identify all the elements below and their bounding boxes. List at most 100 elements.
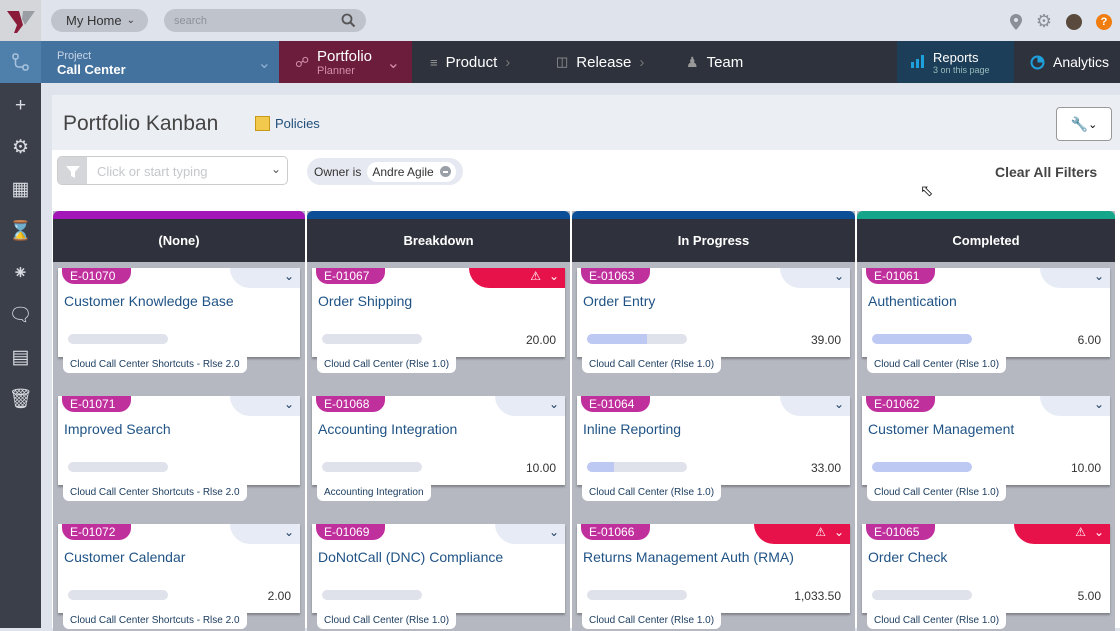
column-color-bar [857,211,1115,219]
card-actions: ⚠ ⌄ [1014,524,1110,544]
chevron-down-icon[interactable]: ⌄ [833,525,844,539]
card-title[interactable]: Customer Calendar [64,549,186,565]
release-tag[interactable]: Cloud Call Center (Rlse 1.0) [582,613,722,629]
trash-icon[interactable]: 🗑 [8,389,33,410]
kanban-card[interactable]: E-01065 ⚠ ⌄ Order Check 5.00 [862,524,1110,613]
card-title[interactable]: Improved Search [64,421,171,437]
kanban-card[interactable]: E-01066 ⚠ ⌄ Returns Management Auth (RMA) 1,… [577,524,850,613]
remove-filter-icon[interactable] [439,166,451,177]
kanban-card[interactable]: E-01062 ⌄ Customer Management 10.00 [862,396,1110,485]
card-title[interactable]: Order Check [868,549,948,565]
reports-sublabel: 3 on this page [933,65,990,75]
policies-link[interactable]: Policies [255,116,320,131]
card-id-badge[interactable]: E-01070 [62,268,132,284]
kanban-card[interactable]: E-01068 ⌄ Accounting Integration 10.00 [312,396,565,485]
release-tag[interactable]: Cloud Call Center (Rlse 1.0) [317,613,457,629]
column-header: Breakdown [307,219,570,262]
avatar[interactable] [1066,13,1082,30]
card-title[interactable]: Authentication [868,293,957,309]
release-tag[interactable]: Cloud Call Center Shortcuts - Rlse 2.0 [63,357,247,373]
dashboard-icon[interactable]: ⚙ [11,137,30,158]
app-logo[interactable] [0,0,41,41]
chevron-down-icon[interactable]: ⌄ [270,162,281,176]
release-tag[interactable]: Cloud Call Center (Rlse 1.0) [867,613,1007,629]
card-id-badge[interactable]: E-01068 [316,396,386,412]
chevron-down-icon[interactable]: ⌄ [1093,525,1104,539]
release-tag[interactable]: Cloud Call Center (Rlse 1.0) [317,357,457,373]
nav-reports[interactable]: Reports 3 on this page [897,41,1014,83]
card-title[interactable]: Customer Management [868,421,1015,437]
nav-release[interactable]: ◫ Release › [556,41,644,83]
notes-icon[interactable]: ▤ [11,347,30,368]
kanban-card[interactable]: E-01064 ⌄ Inline Reporting 33.00 [577,396,850,485]
gear-icon[interactable]: ⚙ [1035,11,1052,31]
filter-input[interactable]: Click or start typing ⌄ [57,156,288,185]
card-id-badge[interactable]: E-01072 [62,524,132,540]
card-actions: ⌄ [495,396,565,416]
chat-icon[interactable]: 🗨 [8,305,33,326]
my-home-dropdown[interactable]: My Home ⌄ [51,9,148,32]
card-title[interactable]: Order Entry [583,293,656,309]
release-tag[interactable]: Cloud Call Center (Rlse 1.0) [582,485,722,501]
release-tag[interactable]: Cloud Call Center Shortcuts - Rlse 2.0 [63,485,247,501]
card-title[interactable]: Order Shipping [318,293,413,309]
release-tag[interactable]: Accounting Integration [317,485,431,501]
kanban-card[interactable]: E-01071 ⌄ Improved Search [58,396,300,485]
card-id-badge[interactable]: E-01063 [581,268,651,284]
kanban-card[interactable]: E-01061 ⌄ Authentication 6.00 [862,268,1110,357]
chevron-down-icon[interactable]: ⌄ [1093,269,1104,283]
search-icon[interactable] [341,13,356,28]
release-tag[interactable]: Cloud Call Center (Rlse 1.0) [867,485,1007,501]
card-id-badge[interactable]: E-01064 [581,396,651,412]
owner-filter-chip: Owner is Andre Agile [307,158,463,185]
progress-fill [587,334,647,344]
card-title[interactable]: Inline Reporting [583,421,682,437]
card-title[interactable]: Customer Knowledge Base [64,293,234,309]
help-icon[interactable]: ? [1096,13,1112,30]
nav-product[interactable]: ≡ Product › [430,41,510,83]
card-title[interactable]: Returns Management Auth (RMA) [583,549,794,565]
kanban-card[interactable]: E-01067 ⚠ ⌄ Order Shipping 20.00 [312,268,565,357]
kanban-card[interactable]: E-01069 ⌄ DoNotCall (DNC) Compliance [312,524,565,613]
plus-icon[interactable]: + [14,95,27,116]
kanban-card[interactable]: E-01070 ⌄ Customer Knowledge Base [58,268,300,357]
chevron-down-icon[interactable]: ⌄ [833,269,844,283]
route-icon[interactable] [0,41,41,83]
chevron-down-icon[interactable]: ⌄ [548,525,559,539]
nav-team[interactable]: ♟ Team [686,41,743,83]
card-id-badge[interactable]: E-01069 [316,524,386,540]
release-tag[interactable]: Cloud Call Center (Rlse 1.0) [867,357,1007,373]
card-id-badge[interactable]: E-01067 [316,268,386,284]
grid-icon[interactable]: ▦ [11,179,30,200]
clear-all-filters-button[interactable]: Clear All Filters [995,164,1098,180]
chevron-down-icon[interactable]: ⌄ [548,269,559,283]
location-pin-icon[interactable] [1009,13,1022,30]
card-title[interactable]: Accounting Integration [318,421,458,437]
release-tag[interactable]: Cloud Call Center (Rlse 1.0) [582,357,722,373]
nav-analytics[interactable]: Analytics [1030,41,1109,83]
tools-menu-button[interactable]: 🔧 ⌄ [1056,107,1112,141]
search-input[interactable]: search [164,9,366,32]
card-id-badge[interactable]: E-01066 [581,524,651,540]
chevron-down-icon[interactable]: ⌄ [283,269,294,283]
kanban-card[interactable]: E-01063 ⌄ Order Entry 39.00 [577,268,850,357]
progress-fill [872,462,972,472]
network-icon[interactable]: ⁕ [12,263,29,284]
card-title[interactable]: DoNotCall (DNC) Compliance [318,549,504,565]
card-id-badge[interactable]: E-01061 [866,268,936,284]
card-id-badge[interactable]: E-01065 [866,524,936,540]
chevron-down-icon[interactable]: ⌄ [833,397,844,411]
card-id-badge[interactable]: E-01071 [62,396,132,412]
hourglass-icon[interactable]: ⌛ [8,221,33,242]
kanban-card[interactable]: E-01072 ⌄ Customer Calendar 2.00 [58,524,300,613]
nav-portfolio[interactable]: ☍ Portfolio Planner ⌄ [279,41,412,83]
release-tag[interactable]: Cloud Call Center Shortcuts - Rlse 2.0 [63,613,247,629]
chevron-down-icon: ⌄ [257,55,271,72]
chevron-down-icon[interactable]: ⌄ [1093,397,1104,411]
chevron-down-icon[interactable]: ⌄ [548,397,559,411]
card-id-badge[interactable]: E-01062 [866,396,936,412]
progress-bar [322,590,422,600]
project-selector[interactable]: Project Call Center ⌄ [41,41,279,83]
chevron-down-icon[interactable]: ⌄ [283,397,294,411]
chevron-down-icon[interactable]: ⌄ [283,525,294,539]
